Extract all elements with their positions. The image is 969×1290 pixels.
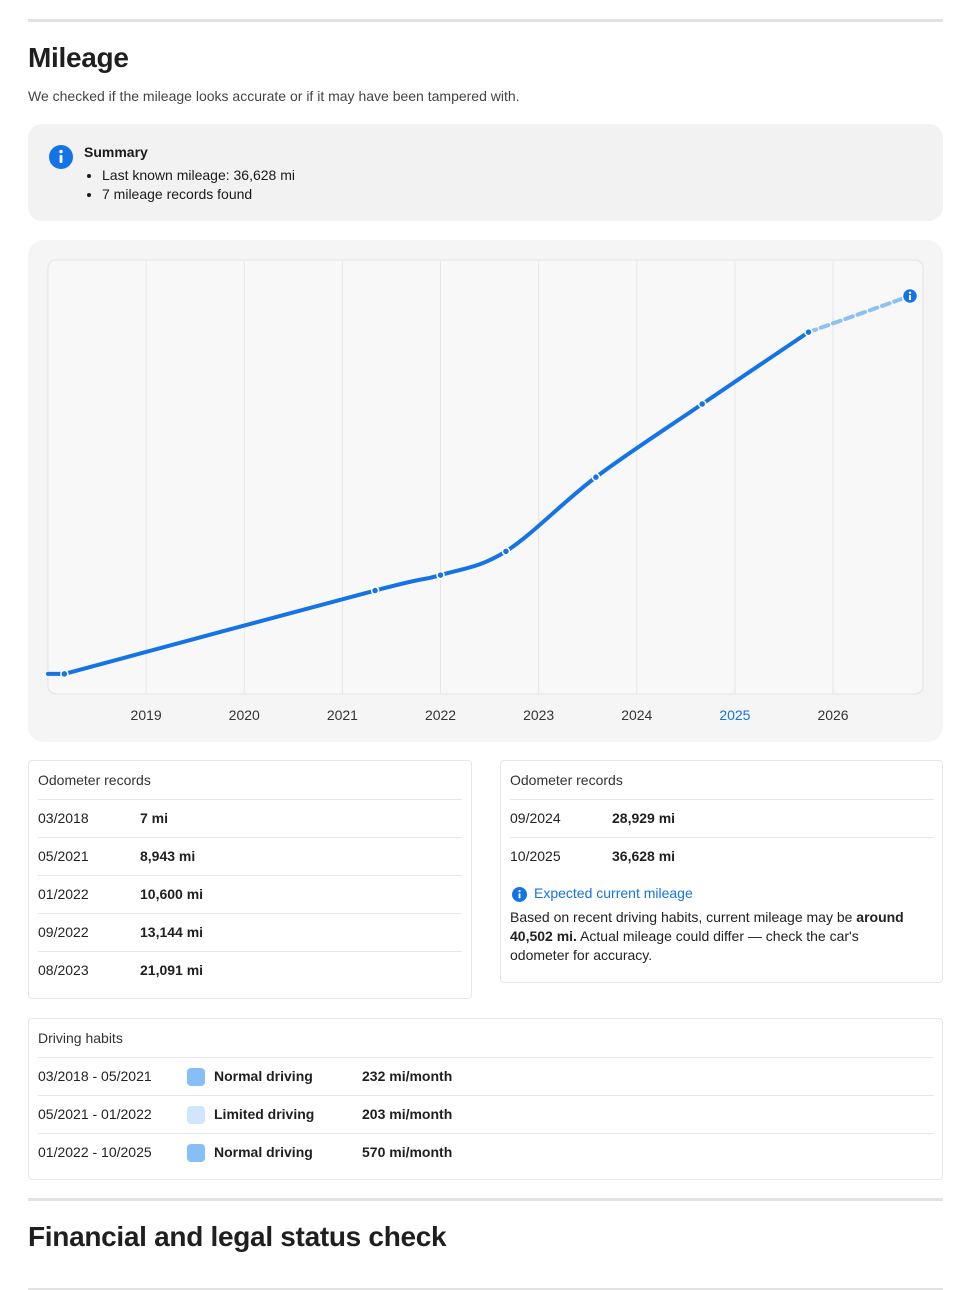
habit-rate: 232 mi/month: [362, 1068, 453, 1084]
habit-rate: 570 mi/month: [362, 1144, 453, 1160]
table-row: 09/2022 13,144 mi: [38, 913, 462, 951]
table-row: 01/2022 - 10/2025 Normal driving 570 mi/mo…: [38, 1133, 934, 1171]
x-tick-label: 2024: [621, 707, 652, 723]
expected-mileage-title: Expected current mileage: [534, 885, 693, 901]
record-mileage: 10,600 mi: [140, 886, 204, 902]
x-tick-label: 2021: [327, 707, 358, 723]
summary-item-records-count: 7 mileage records found: [102, 185, 295, 204]
record-date: 09/2022: [38, 924, 89, 940]
bottom-divider: [28, 1288, 943, 1290]
projection-info-icon-dot: [908, 291, 912, 294]
record-date: 08/2023: [38, 962, 89, 978]
info-icon: [49, 145, 73, 174]
table-row: 03/2018 - 05/2021 Normal driving 232 mi/mo…: [38, 1057, 934, 1095]
record-mileage: 21,091 mi: [140, 962, 204, 978]
habit-label: Normal driving: [214, 1068, 313, 1084]
record-mileage: 7 mi: [140, 810, 169, 826]
record-date: 01/2022: [38, 886, 89, 902]
odometer-records-right: Odometer records 09/2024 28,929 mi 10/2025…: [500, 760, 943, 983]
x-tick-label: 2022: [425, 707, 456, 723]
odometer-left-title: Odometer records: [38, 772, 151, 788]
data-point: [370, 586, 380, 595]
odometer-right-title: Odometer records: [510, 772, 623, 788]
plot-area: [47, 259, 924, 695]
record-date: 05/2021: [38, 848, 89, 864]
expected-mileage-value: around 40,502 mi.: [510, 909, 904, 944]
summary-title: Summary: [84, 144, 148, 160]
data-point: [804, 327, 813, 337]
x-tick-label: 2023: [523, 707, 554, 723]
table-row: 05/2021 - 01/2022 Limited driving 203 mi/m…: [38, 1095, 934, 1133]
mileage-chart-card: 2019 2020 2021 2022 2023 2024 2025 2026: [28, 240, 943, 742]
record-date: 09/2024: [510, 810, 561, 826]
table-row: 05/2021 8,943 mi: [38, 837, 462, 875]
expected-mileage-body: Based on recent driving habits, current …: [510, 908, 920, 965]
data-point: [501, 547, 511, 556]
record-date: 10/2025: [510, 848, 561, 864]
data-point: [697, 399, 707, 409]
habit-color-swatch: [187, 1068, 205, 1086]
summary-list: Last known mileage: 36,628 mi 7 mileage …: [102, 166, 295, 204]
x-tick-label: 2019: [131, 707, 162, 723]
record-mileage: 8,943 mi: [140, 848, 196, 864]
habit-rate: 203 mi/month: [362, 1106, 453, 1122]
projection-line: [806, 293, 912, 335]
info-icon: [512, 887, 527, 907]
projection-info-icon-stem: [909, 294, 911, 300]
record-mileage: 28,929 mi: [612, 810, 676, 826]
expected-body-part-2: Actual mileage could differ — check the …: [510, 928, 859, 963]
habit-label: Limited driving: [214, 1106, 315, 1122]
table-row: 10/2025 36,628 mi: [510, 837, 934, 875]
section-divider: [28, 1198, 943, 1201]
mileage-subtitle: We checked if the mileage looks accurate…: [28, 88, 520, 104]
record-mileage: 36,628 mi: [612, 848, 676, 864]
habit-period: 01/2022 - 10/2025: [38, 1144, 152, 1160]
habit-label: Normal driving: [214, 1144, 313, 1160]
record-date: 03/2018: [38, 810, 89, 826]
data-point: [591, 472, 601, 482]
mileage-chart: 2019 2020 2021 2022 2023 2024 2025 2026: [46, 259, 924, 723]
table-row: 09/2024 28,929 mi: [510, 799, 934, 837]
habit-color-swatch: [187, 1144, 205, 1162]
top-divider: [28, 19, 943, 22]
habit-period: 03/2018 - 05/2021: [38, 1068, 152, 1084]
x-tick-label: 2020: [229, 707, 260, 723]
table-row: 01/2022 10,600 mi: [38, 875, 462, 913]
summary-item-last-mileage: Last known mileage: 36,628 mi: [102, 166, 295, 185]
expected-body-part-1: Based on recent driving habits, current …: [510, 909, 857, 925]
x-tick-label: 2025: [719, 707, 750, 723]
data-point: [60, 669, 69, 679]
financial-heading: Financial and legal status check: [28, 1221, 447, 1252]
table-row: 08/2023 21,091 mi: [38, 951, 462, 989]
mileage-heading: Mileage: [28, 42, 129, 73]
data-point: [436, 570, 445, 580]
odometer-records-left: Odometer records 03/2018 7 mi 05/2021 8,943…: [28, 760, 472, 999]
habit-period: 05/2021 - 01/2022: [38, 1106, 152, 1122]
summary-box: Summary Last known mileage: 36,628 mi 7 …: [28, 124, 943, 221]
driving-habits-title: Driving habits: [38, 1030, 123, 1046]
driving-habits-panel: Driving habits 03/2018 - 05/2021 Normal d…: [28, 1018, 943, 1180]
x-tick-label: 2026: [817, 707, 848, 723]
habit-color-swatch: [187, 1106, 205, 1124]
table-row: 03/2018 7 mi: [38, 799, 462, 837]
record-mileage: 13,144 mi: [140, 924, 204, 940]
